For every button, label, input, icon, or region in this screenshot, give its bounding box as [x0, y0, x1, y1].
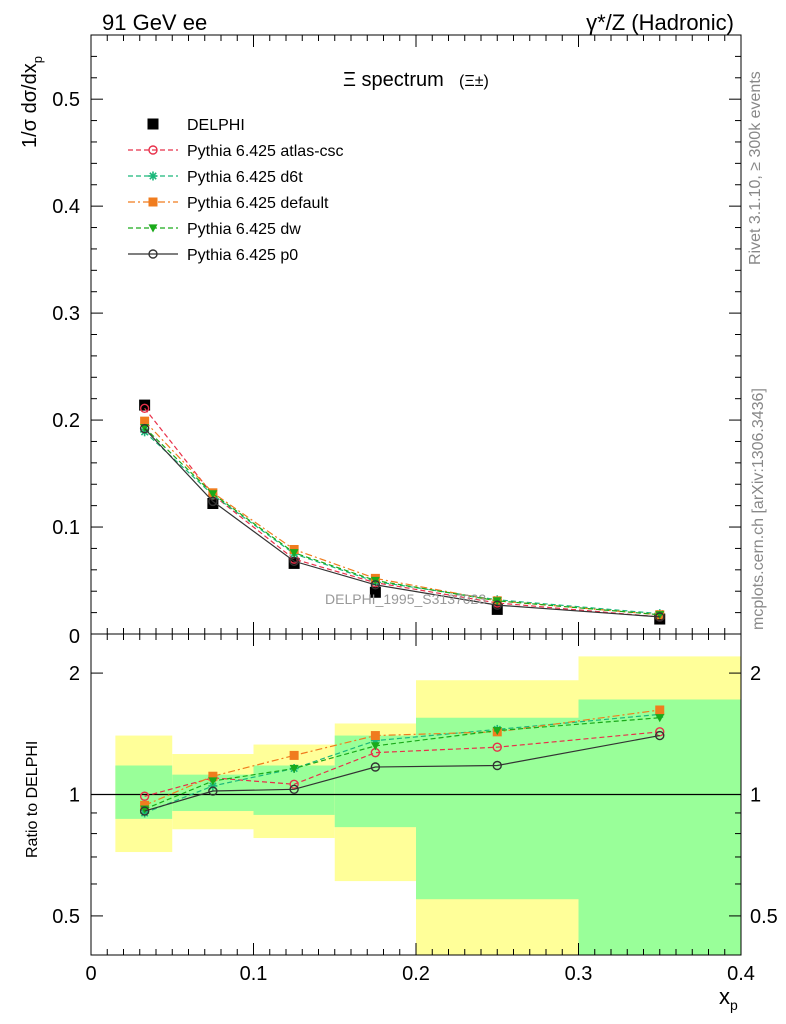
- x-tick-label: 0.2: [402, 963, 430, 985]
- ratio-point-pythia-6-425-default: [370, 731, 380, 741]
- legend-marker-delphi: [147, 118, 159, 130]
- main-ylabel-text: 1/σ dσ/dx: [19, 63, 41, 148]
- ratio-line-pythia-6-425-default: [144, 709, 660, 806]
- legend-marker-pythia-6-425-dw: [148, 224, 158, 233]
- ratio-point-pythia-6-425-atlas-csc: [289, 779, 299, 789]
- ratio-point-pythia-6-425-dw: [655, 714, 665, 723]
- x-axis-label: xp: [719, 984, 738, 1013]
- main-ytick-label: 0.2: [52, 410, 80, 432]
- legend-marker-pythia-6-425-d6t: [148, 171, 158, 181]
- main-point-pythia-6-425-p0: [289, 556, 299, 566]
- main-point-pythia-6-425-dw: [289, 549, 299, 558]
- ratio-point-pythia-6-425-dw: [208, 777, 218, 786]
- main-point-delphi: [207, 498, 219, 510]
- inner-band-3: [334, 735, 416, 828]
- ratio-point-pythia-6-425-default: [289, 750, 299, 760]
- legend-label-pythia-6-425-default: Pythia 6.425 default: [187, 195, 329, 212]
- main-point-pythia-6-425-p0: [208, 496, 218, 507]
- ratio-point-pythia-6-425-default: [655, 705, 665, 715]
- ratio-ylabel: Ratio to DELPHI: [24, 741, 41, 858]
- legend: DELPHI Pythia 6.425 atlas-csc Pythia 6.425…: [128, 117, 344, 264]
- x-tick-label: 0.1: [240, 963, 268, 985]
- analysis-watermark: DELPHI_1995_S3137023: [325, 591, 486, 607]
- ratio-ytick-label-right: 1: [750, 785, 761, 807]
- ratio-point-pythia-6-425-p0: [370, 762, 381, 772]
- legend-marker-pythia-6-425-default: [148, 197, 158, 207]
- legend-label-pythia-6-425-atlas-csc: Pythia 6.425 atlas-csc: [187, 143, 344, 160]
- ratio-ytick-label: 2: [69, 663, 80, 685]
- main-point-pythia-6-425-p0: [139, 423, 150, 434]
- mcplots-text: mcplots.cern.ch [arXiv:1306.3436]: [750, 388, 767, 630]
- ratio-point-pythia-6-425-default: [208, 771, 218, 781]
- main-point-pythia-6-425-p0: [370, 580, 381, 590]
- ratio-point-pythia-6-425-p0: [139, 806, 150, 816]
- inner-band-5: [578, 699, 741, 955]
- main-line-pythia-6-425-d6t: [144, 431, 660, 615]
- main-point-delphi: [139, 399, 151, 411]
- ratio-panel: 0.5 0.5 1 1 2 2 0 0.1 0.2 0.3 0.4: [52, 633, 778, 985]
- ratio-point-pythia-6-425-p0: [289, 784, 299, 795]
- main-point-delphi: [369, 586, 381, 598]
- main-ytick-label: 0.3: [52, 303, 80, 325]
- ratio-point-pythia-6-425-dw: [289, 764, 299, 774]
- legend-label-pythia-6-425-p0: Pythia 6.425 p0: [187, 247, 298, 264]
- main-ytick-zero: 0: [69, 626, 80, 648]
- energy-label: 91 GeV ee: [102, 10, 207, 35]
- ratio-ytick-label: 0.5: [52, 906, 80, 928]
- main-line-pythia-6-425-atlas-csc: [144, 407, 660, 618]
- legend-marker-pythia-6-425-p0: [148, 249, 158, 259]
- legend-marker-pythia-6-425-d6t-stroke: [149, 172, 157, 180]
- legend-marker-pythia-6-425-atlas-csc: [148, 145, 158, 155]
- x-tick-label: 0.4: [727, 963, 755, 985]
- main-line-pythia-6-425-dw: [144, 427, 660, 616]
- main-ylabel-sub: p: [30, 56, 45, 63]
- x-axis-label-text: x: [719, 984, 730, 1009]
- ratio-ytick-label: 1: [69, 785, 80, 807]
- rivet-version-text: Rivet 3.1.10, ≥ 300k events: [747, 71, 764, 265]
- main-point-pythia-6-425-atlas-csc: [139, 403, 150, 414]
- ratio-point-pythia-6-425-p0: [655, 730, 665, 741]
- ratio-point-pythia-6-425-default: [140, 800, 150, 810]
- ratio-point-pythia-6-425-p0: [492, 760, 502, 771]
- x-tick-label: 0: [85, 963, 96, 985]
- main-ytick-label: 0.5: [52, 89, 80, 111]
- main-point-pythia-6-425-p0: [655, 612, 665, 622]
- ratio-line-pythia-6-425-p0: [144, 734, 660, 812]
- x-axis-label-sub: p: [730, 997, 738, 1013]
- ratio-point-pythia-6-425-dw: [492, 727, 502, 736]
- ratio-ytick-label-right: 0.5: [750, 906, 778, 928]
- main-line-pythia-6-425-p0: [144, 428, 660, 618]
- main-point-pythia-6-425-dw: [208, 490, 218, 499]
- main-panel: 0.1 0.2 0.3 0.4 0.5: [52, 34, 742, 635]
- main-point-pythia-6-425-default: [140, 416, 150, 426]
- ratio-point-pythia-6-425-p0: [208, 786, 218, 796]
- main-ytick-label: 0.4: [52, 196, 80, 218]
- legend-label-delphi: DELPHI: [187, 117, 245, 134]
- process-label: γ*/Z (Hadronic): [586, 10, 734, 35]
- inner-band-4: [416, 717, 579, 900]
- ratio-ytick-label-right: 2: [750, 663, 761, 685]
- legend-label-pythia-6-425-d6t: Pythia 6.425 d6t: [187, 169, 303, 186]
- main-ytick-label: 0.1: [52, 517, 80, 539]
- main-point-pythia-6-425-p0: [492, 600, 502, 610]
- ratio-point-pythia-6-425-atlas-csc: [139, 791, 150, 801]
- main-title-suffix: (Ξ±): [459, 73, 489, 90]
- ratio-point-pythia-6-425-atlas-csc: [492, 742, 502, 752]
- ratio-uncertainty-bands: [115, 656, 741, 955]
- main-point-pythia-6-425-dw: [140, 423, 150, 433]
- main-title: Ξ spectrum: [343, 69, 444, 91]
- legend-label-pythia-6-425-dw: Pythia 6.425 dw: [187, 221, 301, 238]
- ratio-point-pythia-6-425-dw: [370, 742, 380, 751]
- x-tick-label: 0.3: [565, 963, 593, 985]
- main-ylabel: 1/σ dσ/dxp: [19, 56, 45, 148]
